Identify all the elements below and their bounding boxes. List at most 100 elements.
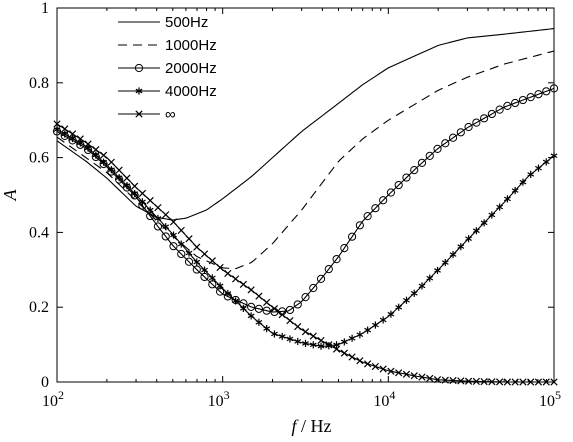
star-marker: [247, 312, 255, 320]
x-marker: [441, 376, 449, 384]
x-stroke: [527, 378, 535, 386]
circle-marker: [340, 244, 349, 253]
circle-marker: [184, 257, 194, 266]
circle-marker: [293, 300, 302, 309]
star-marker: [294, 337, 302, 346]
star-stroke: [488, 212, 496, 218]
circle-marker: [363, 212, 372, 221]
star-marker: [216, 282, 224, 290]
x-stroke: [131, 182, 139, 190]
star-marker: [162, 223, 170, 231]
x-marker: [239, 280, 247, 289]
x-marker: [61, 125, 69, 133]
x-marker: [488, 378, 496, 386]
star-stroke: [271, 331, 278, 337]
x-stroke: [496, 378, 504, 386]
x-stroke: [84, 140, 92, 148]
circle-marker: [441, 139, 450, 148]
star-stroke: [480, 220, 488, 226]
circle-marker: [254, 304, 264, 313]
circle-marker: [542, 87, 551, 96]
x-stroke: [395, 369, 403, 377]
x-tick-label: 103: [208, 388, 230, 410]
x-marker: [519, 378, 527, 386]
x-stroke: [519, 378, 527, 386]
star-marker: [278, 332, 286, 341]
y-tick-label: 0.4: [29, 224, 49, 241]
star-stroke: [154, 216, 162, 221]
star-marker: [263, 325, 271, 333]
star-stroke: [216, 283, 224, 289]
star-stroke: [201, 267, 208, 273]
star-marker: [488, 211, 496, 219]
star-stroke: [387, 311, 395, 317]
star-stroke: [115, 175, 123, 180]
x-marker: [410, 372, 418, 380]
x-stroke: [68, 130, 77, 138]
circle-marker: [153, 222, 163, 231]
star-marker: [348, 334, 356, 342]
x-marker: [107, 158, 115, 166]
star-stroke: [107, 167, 115, 173]
x-marker: [449, 376, 457, 385]
circle-marker: [472, 118, 481, 127]
x-stroke: [99, 151, 108, 159]
star-marker: [185, 249, 193, 257]
star-stroke: [224, 291, 232, 296]
star-marker: [441, 258, 449, 267]
star-stroke: [302, 341, 309, 346]
x-marker: [185, 235, 193, 243]
star-marker: [364, 326, 372, 334]
star-marker: [535, 164, 542, 172]
x-marker: [286, 316, 294, 325]
x-stroke: [200, 250, 209, 258]
star-marker: [92, 151, 100, 159]
star-stroke: [263, 326, 271, 331]
star-stroke: [410, 291, 418, 296]
star-stroke: [403, 297, 410, 303]
x-stroke: [92, 145, 100, 154]
circle-marker: [262, 306, 271, 315]
star-marker: [395, 303, 403, 311]
x-stroke: [301, 328, 310, 336]
x-tick-label: 102: [42, 388, 64, 410]
star-marker: [177, 240, 185, 248]
circle-marker: [503, 101, 512, 110]
circle-marker: [355, 221, 364, 230]
star-marker: [154, 214, 162, 223]
star-marker: [208, 274, 216, 282]
circle-marker: [332, 255, 341, 264]
star-marker: [302, 339, 309, 348]
star-marker: [410, 289, 418, 297]
star-stroke: [550, 153, 558, 159]
circle-marker: [464, 122, 473, 132]
x-stroke: [371, 362, 380, 371]
legend-item: 1000Hz: [118, 37, 217, 54]
x-marker: [395, 369, 403, 377]
star-marker: [135, 87, 143, 95]
x-stroke: [185, 235, 193, 243]
star-marker: [403, 296, 410, 304]
x-marker: [317, 336, 325, 345]
x-stroke: [457, 377, 465, 385]
x-marker: [278, 311, 286, 319]
x-marker: [480, 377, 488, 386]
star-marker: [239, 304, 247, 313]
star-marker: [193, 258, 201, 266]
x-stroke: [224, 269, 232, 278]
circle-marker: [410, 166, 419, 175]
y-axis-label: A: [0, 189, 20, 202]
x-marker: [169, 218, 178, 226]
x-marker: [99, 151, 108, 159]
circle-marker: [134, 63, 144, 73]
x-stroke: [239, 280, 247, 289]
star-stroke: [162, 224, 170, 230]
x-marker: [457, 377, 465, 385]
star-marker: [434, 266, 441, 275]
x-marker: [332, 345, 341, 353]
x-stroke: [534, 378, 543, 386]
series-line: [56, 50, 555, 270]
legend-item: 2000Hz: [118, 60, 217, 77]
legend-item: 500Hz: [118, 14, 208, 31]
star-marker: [317, 342, 325, 350]
